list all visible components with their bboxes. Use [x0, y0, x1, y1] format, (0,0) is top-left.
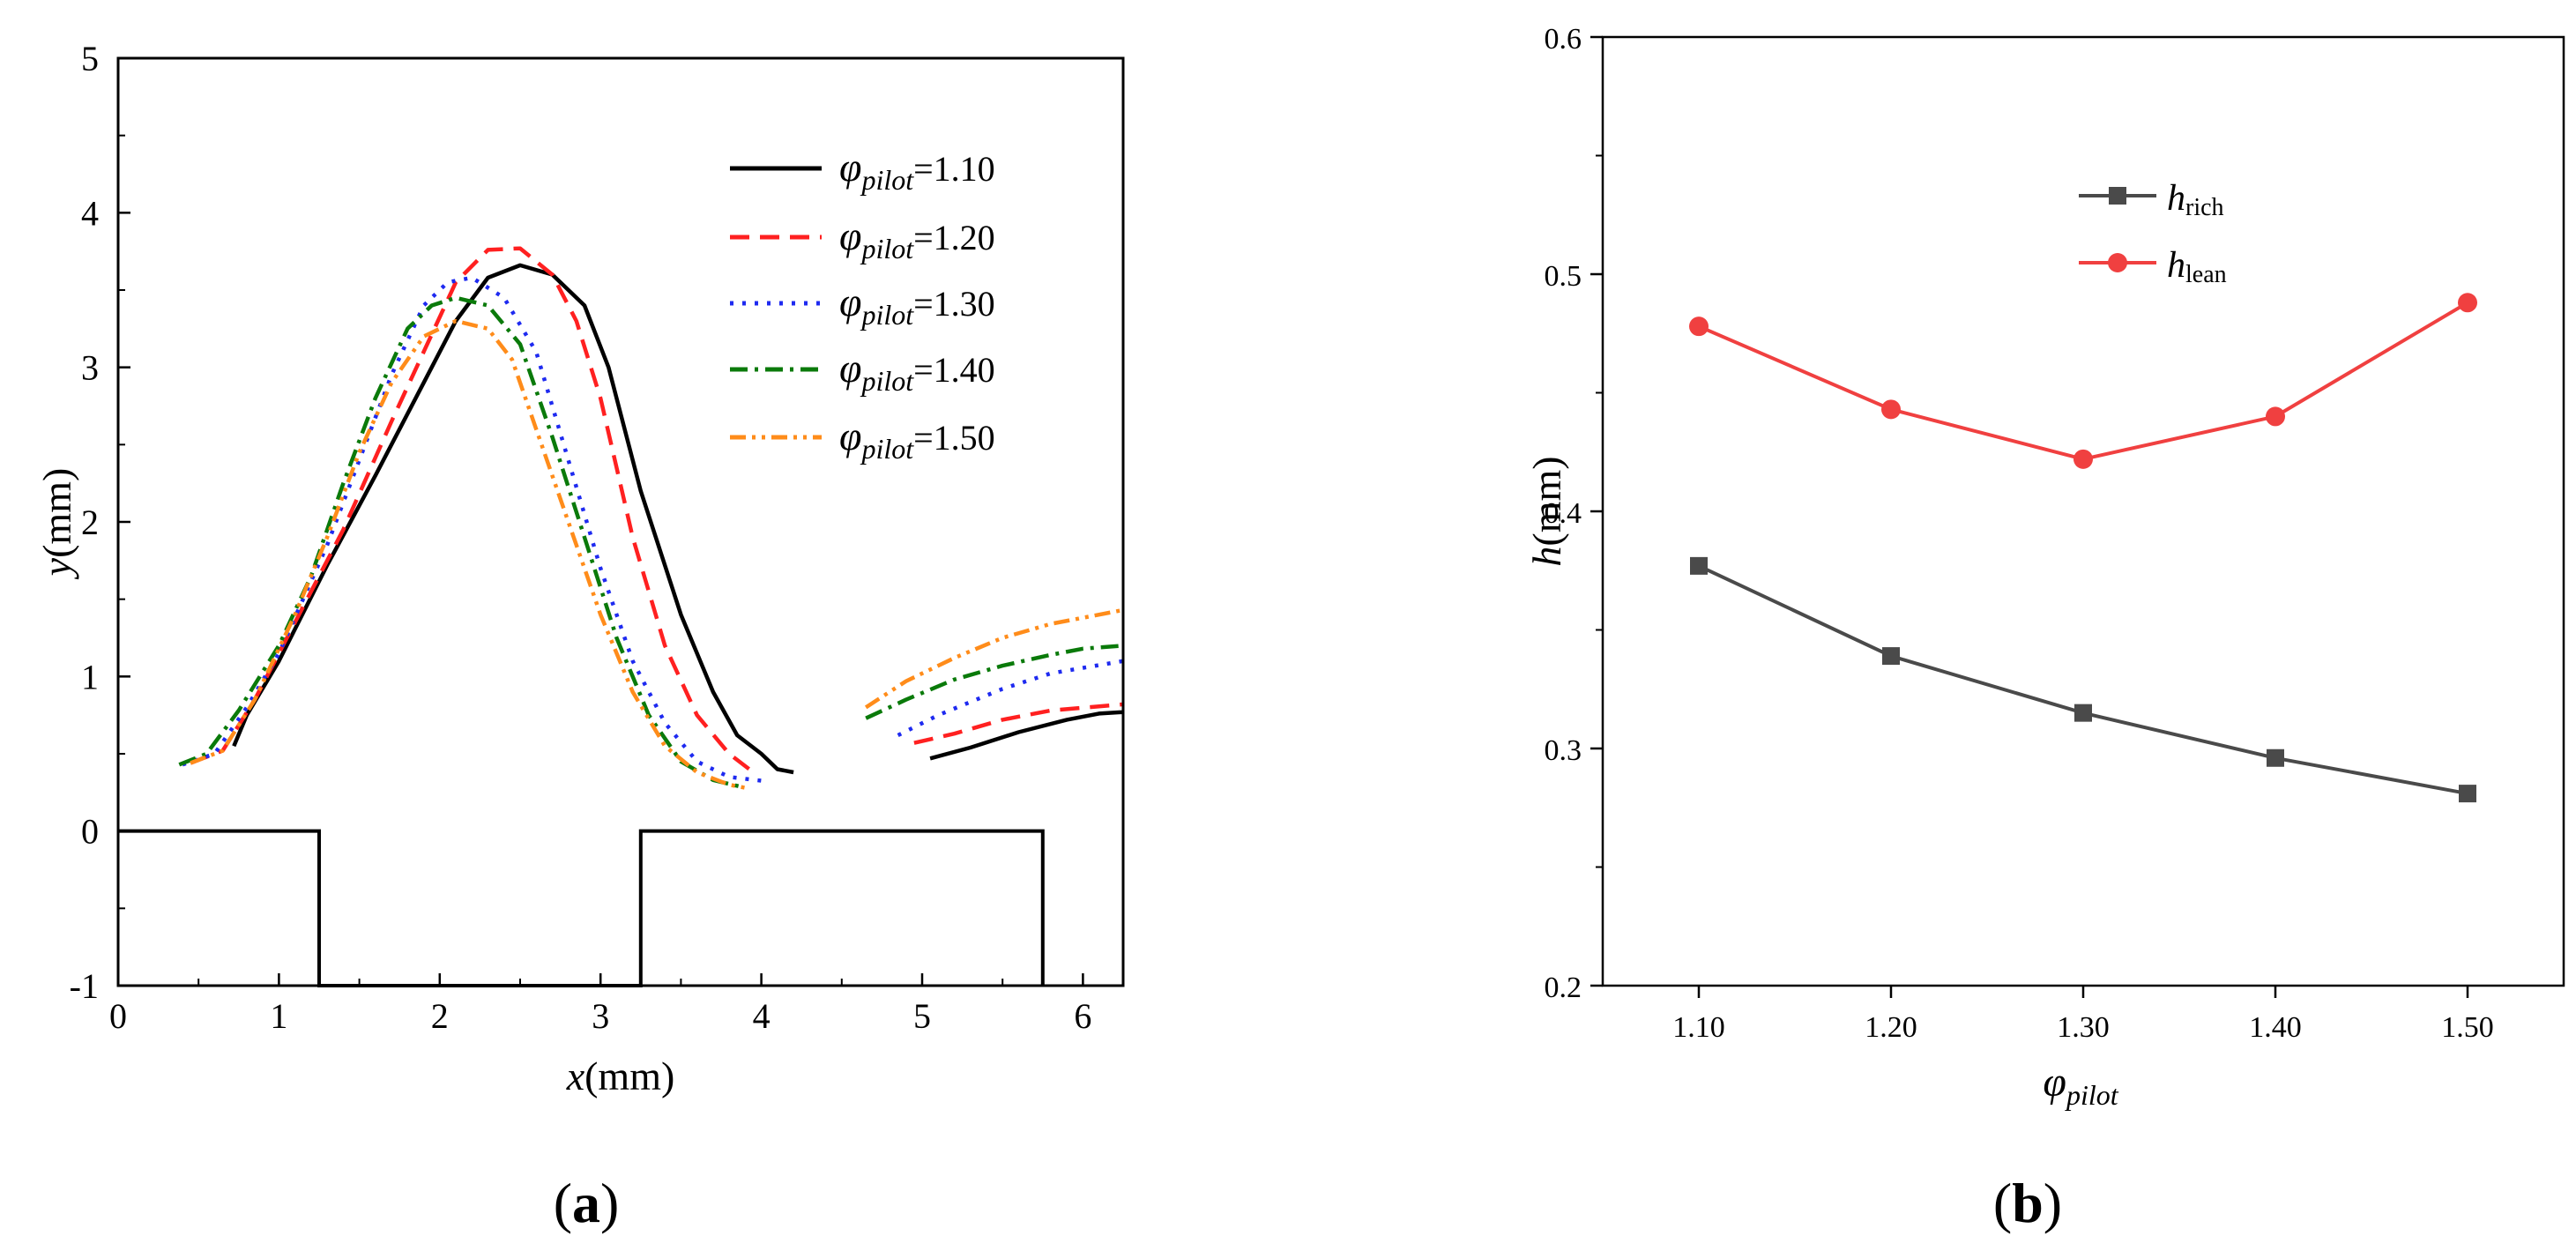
y-tick-label-b: 0.4 — [1545, 497, 1582, 530]
point-h-rich-1.20 — [1882, 647, 1900, 666]
point-h-lean-1.20 — [1881, 399, 1901, 420]
point-h-rich-1.40 — [2267, 748, 2284, 767]
series-line-1-50-seg0 — [190, 318, 746, 790]
series-line-1-30-seg1 — [897, 659, 1124, 738]
y-tick-label-a: 2 — [81, 503, 99, 542]
y-axis-label-a: y(mm) — [34, 468, 79, 580]
x-tick-label-a: 5 — [913, 996, 931, 1036]
ticks-b: 1.10 1.20 1.30 1.40 1.50 0.2 0.3 0.4 0.5 0.6 — [1545, 23, 2494, 1044]
legend-label-1-40: φpilot=1.40 — [839, 346, 995, 397]
legend-label-1-50: φpilot=1.50 — [839, 413, 995, 465]
y-tick-label-b: 0.6 — [1545, 23, 1582, 56]
y-tick-label-a: 0 — [81, 812, 99, 852]
x-tick-label-a: 4 — [753, 996, 771, 1036]
point-h-lean-1.30 — [2073, 449, 2093, 469]
series-line-h-lean — [1698, 301, 2469, 461]
point-h-lean-1.10 — [1689, 316, 1709, 337]
legend-marker-square — [2109, 187, 2126, 205]
legend-entry-1-10: φpilot=1.10 — [730, 145, 995, 196]
x-tick-label-a: 3 — [592, 996, 609, 1036]
legend-label-h-rich: hrich — [2167, 178, 2224, 221]
series-line-1-10-seg0 — [232, 263, 794, 775]
y-tick-label-a: -1 — [70, 966, 99, 1006]
x-tick-label-b: 1.50 — [2441, 1011, 2494, 1044]
y-tick-label-b: 0.3 — [1545, 734, 1582, 767]
point-h-rich-1.30 — [2074, 704, 2092, 722]
legend-label-1-20: φpilot=1.20 — [839, 213, 995, 264]
x-tick-label-a: 6 — [1074, 996, 1091, 1036]
legend-entry-1-50: φpilot=1.50 — [730, 413, 995, 465]
series-line-1-30-seg0 — [182, 275, 770, 784]
series-line-1-40-seg1 — [865, 644, 1124, 720]
plot-frame-b — [1601, 35, 2565, 987]
geometry-polyline — [118, 829, 1045, 987]
x-tick-label-a: 0 — [109, 996, 127, 1036]
plot-frame-a — [116, 56, 1125, 987]
x-axis-label-b: φpilot — [2043, 1059, 2118, 1111]
legend-marker-circle — [2108, 253, 2127, 272]
legend-entry-h-rich: hrich — [2079, 178, 2224, 221]
legend-label-1-10: φpilot=1.10 — [839, 145, 995, 196]
legend-label-1-30: φpilot=1.30 — [839, 279, 995, 331]
chart-b: 1.10 1.20 1.30 1.40 1.50 0.2 0.3 0.4 0.5 0.6 φpil… — [1524, 23, 2565, 1234]
series-line-h-rich — [1698, 564, 2468, 796]
series-line-1-50-seg1 — [864, 607, 1124, 710]
series-line-1-10-seg1 — [929, 710, 1124, 761]
y-tick-label-b: 0.5 — [1545, 260, 1582, 293]
point-h-lean-1.40 — [2266, 406, 2285, 427]
x-tick-label-a: 1 — [270, 996, 287, 1036]
y-tick-label-b: 0.2 — [1545, 972, 1582, 1004]
series-a-group — [178, 246, 1124, 790]
x-tick-label-b: 1.10 — [1672, 1011, 1725, 1044]
legend-b: hrich hlean — [2079, 178, 2227, 288]
legend-entry-1-20: φpilot=1.20 — [730, 213, 995, 264]
series-line-1-40-seg0 — [178, 295, 746, 790]
legend-entry-1-40: φpilot=1.40 — [730, 346, 995, 397]
series-line-1-20-seg0 — [190, 246, 755, 774]
series-b-group — [1689, 293, 2477, 803]
legend-entry-1-30: φpilot=1.30 — [730, 279, 995, 331]
x-axis-label-a: x(mm) — [566, 1054, 675, 1098]
x-tick-label-a: 2 — [431, 996, 449, 1036]
y-tick-label-a: 3 — [81, 348, 99, 388]
legend-label-h-lean: hlean — [2167, 245, 2227, 288]
legend-a: φpilot=1.10 φpilot=1.20 φpilot=1.30 φpil… — [730, 145, 995, 465]
series-line-1-20-seg1 — [913, 702, 1124, 745]
y-tick-label-a: 4 — [81, 193, 99, 233]
y-tick-label-a: 1 — [81, 657, 99, 696]
x-tick-label-b: 1.40 — [2249, 1011, 2302, 1044]
y-axis-label-b: h(mm) — [1524, 456, 1569, 566]
x-tick-label-b: 1.20 — [1865, 1011, 1917, 1044]
y-tick-label-a: 5 — [81, 39, 99, 78]
point-h-lean-1.50 — [2458, 293, 2477, 313]
channel-geometry-outline — [118, 829, 1045, 987]
x-tick-label-b: 1.30 — [2057, 1011, 2110, 1044]
point-h-rich-1.50 — [2459, 785, 2476, 803]
point-h-rich-1.10 — [1690, 556, 1708, 575]
legend-entry-h-lean: hlean — [2079, 245, 2227, 288]
panel-label-a: (a) — [554, 1172, 620, 1234]
panel-label-b: (b) — [1993, 1172, 2062, 1234]
